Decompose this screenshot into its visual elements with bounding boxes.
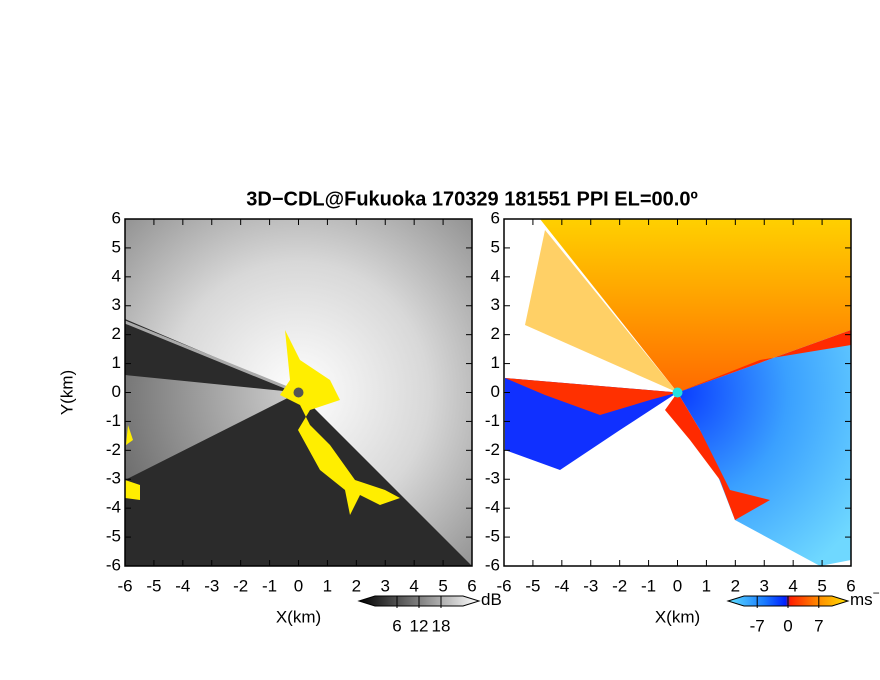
- x-axis-label: X(km): [276, 607, 321, 626]
- y-tick-label: -5: [485, 527, 500, 546]
- colorbar-unit: dB: [481, 590, 502, 609]
- red-fringe: [505, 378, 678, 415]
- y-tick-label: 5: [491, 237, 500, 256]
- x-tick-label: 0: [673, 576, 682, 595]
- y-tick-label: 1: [491, 353, 500, 372]
- x-tick-label: 5: [817, 576, 826, 595]
- colorbar-tick-label: 0: [783, 616, 792, 635]
- receding-sector: [540, 219, 851, 393]
- y-tick-label: 0: [112, 382, 121, 401]
- x-tick-label: -1: [641, 576, 656, 595]
- chart-title: 3D−CDL@Fukuoka 170329 181551 PPI EL=00.0…: [246, 188, 698, 210]
- dim-sector: [125, 375, 299, 480]
- beam-streak: [125, 320, 300, 394]
- x-tick-label: 4: [409, 576, 418, 595]
- y-axis-label: Y(km): [57, 370, 76, 415]
- y-tick-label: -3: [485, 469, 500, 488]
- colorbar-tick-label: 18: [432, 616, 451, 635]
- y-tick-label: -4: [106, 498, 121, 517]
- y-tick-label: -6: [106, 555, 121, 574]
- x-tick-label: 6: [467, 576, 476, 595]
- x-tick-label: 2: [731, 576, 740, 595]
- colorbar-tick-label: 7: [814, 616, 823, 635]
- y-tick-label: -1: [485, 411, 500, 430]
- intensity-image: [125, 219, 472, 566]
- x-tick-label: -2: [612, 576, 627, 595]
- y-tick-label: -6: [485, 555, 500, 574]
- y-tick-label: 5: [112, 237, 121, 256]
- colorbar-tick-label: -7: [750, 616, 765, 635]
- x-tick-label: 3: [760, 576, 769, 595]
- yellow-echo: [125, 425, 140, 500]
- colorbar-unit: dB: [481, 590, 502, 609]
- y-tick-label: 0: [491, 382, 500, 401]
- radar-site: [672, 387, 683, 398]
- y-tick-label: -4: [485, 498, 500, 517]
- y-tick-label: 2: [491, 324, 500, 343]
- x-tick-label: 1: [702, 576, 711, 595]
- y-tick-label: 1: [112, 353, 121, 372]
- x-tick-label: -5: [525, 576, 540, 595]
- x-tick-label: -1: [262, 576, 277, 595]
- y-tick-label: 6: [491, 208, 500, 227]
- y-tick-label: -3: [106, 469, 121, 488]
- y-tick-label: 3: [491, 295, 500, 314]
- yellow-echo: [280, 330, 400, 515]
- x-tick-label: 3: [381, 576, 390, 595]
- x-tick-label: 0: [294, 576, 303, 595]
- colorbar-tick-label: 6: [392, 616, 401, 635]
- x-tick-label: 4: [788, 576, 797, 595]
- y-tick-label: -1: [106, 411, 121, 430]
- x-axis-label: X(km): [655, 607, 700, 626]
- x-tick-label: 6: [846, 576, 855, 595]
- x-tick-label: -3: [583, 576, 598, 595]
- colorbar-tick-label: 12: [410, 616, 429, 635]
- y-tick-label: 2: [112, 324, 121, 343]
- x-tick-label: 5: [438, 576, 447, 595]
- x-tick-label: -5: [146, 576, 161, 595]
- velocity-image: [505, 219, 851, 566]
- receding-sector: [525, 230, 678, 393]
- y-tick-label: 4: [491, 266, 500, 285]
- x-tick-label: -6: [496, 576, 511, 595]
- y-tick-label: -2: [106, 440, 121, 459]
- y-tick-label: 6: [112, 208, 121, 227]
- x-tick-label: -4: [175, 576, 190, 595]
- radar-site: [293, 387, 304, 398]
- x-tick-label: -2: [233, 576, 248, 595]
- x-tick-label: -4: [554, 576, 569, 595]
- y-tick-label: -5: [106, 527, 121, 546]
- approaching-sector: [677, 330, 851, 566]
- colorbar-unit: ms: [850, 590, 873, 609]
- x-tick-label: -3: [204, 576, 219, 595]
- y-tick-label: 3: [112, 295, 121, 314]
- colorbar-unit-exponent: −1: [873, 586, 880, 600]
- x-tick-label: 2: [352, 576, 361, 595]
- y-tick-label: 4: [112, 266, 121, 285]
- x-tick-label: -6: [117, 576, 132, 595]
- y-tick-label: -2: [485, 440, 500, 459]
- colorbar-unit: ms−1: [850, 586, 880, 609]
- x-tick-label: 1: [323, 576, 332, 595]
